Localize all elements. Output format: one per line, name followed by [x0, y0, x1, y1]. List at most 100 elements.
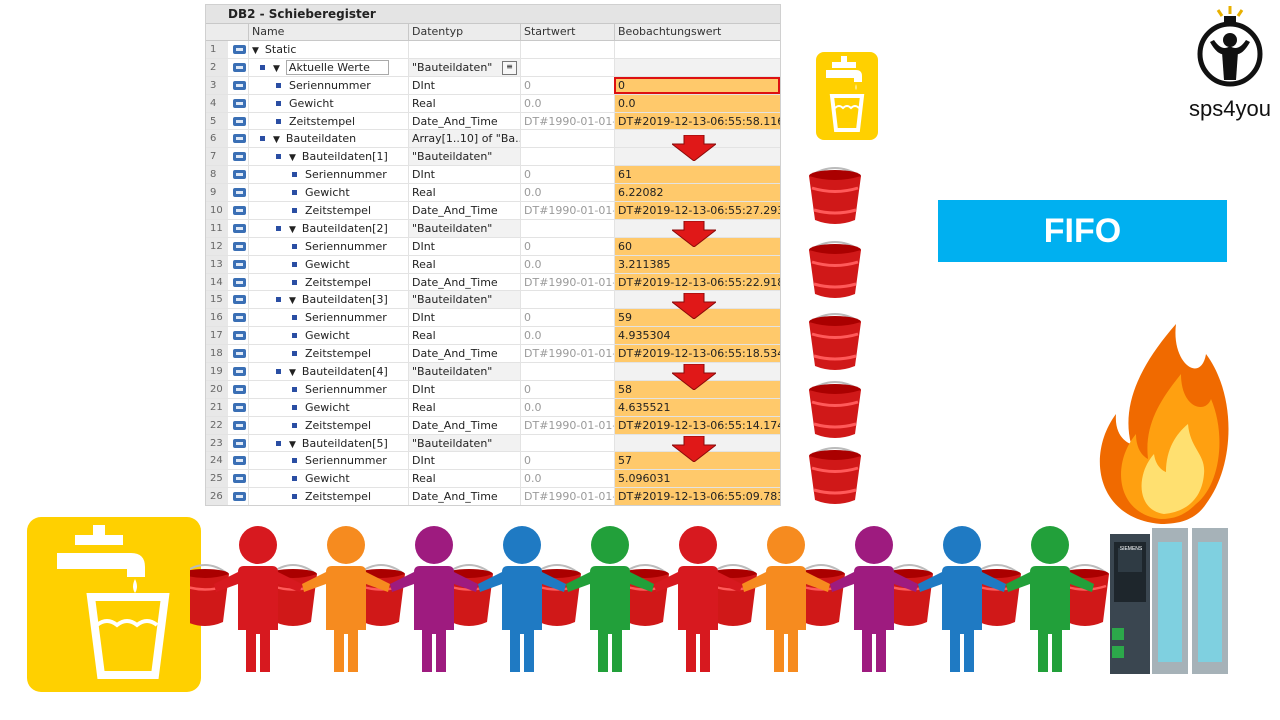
row-datatype-cell[interactable]: Array[1..10] of "Ba... [408, 130, 520, 148]
row-datatype-cell[interactable]: "Bauteildaten" [408, 58, 520, 76]
row-name-cell[interactable]: Gewicht [248, 398, 408, 416]
table-row[interactable]: 23 ▼ Bauteildaten[5] "Bauteildaten" [206, 434, 780, 453]
row-startvalue-cell[interactable]: 0.0 [520, 470, 614, 488]
table-row[interactable]: 20 Seriennummer DInt 0 58 [206, 380, 780, 399]
row-datatype-cell[interactable]: DInt [408, 237, 520, 255]
row-name-cell[interactable]: Seriennummer [248, 76, 408, 94]
table-row[interactable]: 11 ▼ Bauteildaten[2] "Bauteildaten" [206, 219, 780, 238]
column-header-datatype[interactable]: Datentyp [408, 24, 520, 40]
row-name-cell[interactable]: Seriennummer [248, 380, 408, 398]
row-datatype-cell[interactable]: Real [408, 94, 520, 112]
row-startvalue-cell[interactable] [520, 291, 614, 309]
row-name-cell[interactable]: ▼ Bauteildaten[1] [248, 148, 408, 166]
table-row[interactable]: 12 Seriennummer DInt 0 60 [206, 237, 780, 256]
row-datatype-cell[interactable]: Date_And_Time [408, 112, 520, 130]
row-datatype-cell[interactable]: Date_And_Time [408, 488, 520, 505]
row-startvalue-cell[interactable] [520, 363, 614, 380]
table-row[interactable]: 4 Gewicht Real 0.0 0.0 [206, 94, 780, 113]
expand-arrow-icon[interactable]: ▼ [289, 296, 296, 307]
row-startvalue-cell[interactable]: 0 [520, 166, 614, 184]
table-row[interactable]: 2 ▼ Aktuelle Werte "Bauteildaten" ≡ [206, 58, 780, 77]
row-datatype-cell[interactable]: Date_And_Time [408, 202, 520, 219]
row-datatype-cell[interactable]: Real [408, 398, 520, 416]
table-row[interactable]: 1 ▼ Static [206, 41, 780, 59]
row-startvalue-cell[interactable]: 0.0 [520, 327, 614, 345]
row-name-cell[interactable]: Gewicht [248, 255, 408, 273]
table-row[interactable]: 25 Gewicht Real 0.0 5.096031 [206, 470, 780, 489]
table-row[interactable]: 18 Zeitstempel Date_And_Time DT#1990-01-01-… [206, 345, 780, 364]
table-row[interactable]: 9 Gewicht Real 0.0 6.22082 [206, 184, 780, 203]
table-row[interactable]: 16 Seriennummer DInt 0 59 [206, 309, 780, 328]
table-row[interactable]: 3 Seriennummer DInt 0 0 [206, 76, 780, 95]
row-name-cell[interactable]: ▼ Bauteildaten[4] [248, 363, 408, 380]
row-startvalue-cell[interactable]: 0.0 [520, 94, 614, 112]
row-name-cell[interactable]: Gewicht [248, 470, 408, 488]
expand-arrow-icon[interactable]: ▼ [289, 153, 296, 164]
row-name-cell[interactable]: ▼ Bauteildaten[2] [248, 219, 408, 237]
row-startvalue-cell[interactable] [520, 58, 614, 76]
row-startvalue-cell[interactable]: DT#1990-01-01-0 [520, 416, 614, 434]
expand-arrow-icon[interactable]: ▼ [289, 368, 296, 379]
row-startvalue-cell[interactable]: DT#1990-01-01-0 [520, 112, 614, 130]
expand-arrow-icon[interactable]: ▼ [252, 46, 259, 56]
row-startvalue-cell[interactable]: 0 [520, 452, 614, 470]
table-row[interactable]: 17 Gewicht Real 0.0 4.935304 [206, 327, 780, 346]
row-datatype-cell[interactable]: DInt [408, 380, 520, 398]
table-row[interactable]: 13 Gewicht Real 0.0 3.211385 [206, 255, 780, 274]
row-datatype-cell[interactable]: Real [408, 327, 520, 345]
row-startvalue-cell[interactable]: 0 [520, 309, 614, 327]
table-row[interactable]: 14 Zeitstempel Date_And_Time DT#1990-01-01-… [206, 273, 780, 292]
row-startvalue-cell[interactable] [520, 434, 614, 452]
table-row[interactable]: 15 ▼ Bauteildaten[3] "Bauteildaten" [206, 291, 780, 310]
row-name-cell[interactable]: Zeitstempel [248, 202, 408, 219]
datatype-browse-button[interactable]: ≡ [502, 60, 517, 75]
row-datatype-cell[interactable]: Date_And_Time [408, 273, 520, 291]
row-name-cell[interactable]: Seriennummer [248, 309, 408, 327]
row-startvalue-cell[interactable] [520, 130, 614, 148]
table-row[interactable]: 5 Zeitstempel Date_And_Time DT#1990-01-01-0… [206, 112, 780, 131]
row-datatype-cell[interactable]: DInt [408, 309, 520, 327]
row-datatype-cell[interactable]: DInt [408, 166, 520, 184]
table-row[interactable]: 24 Seriennummer DInt 0 57 [206, 452, 780, 471]
table-row[interactable]: 21 Gewicht Real 0.0 4.635521 [206, 398, 780, 417]
row-name-cell[interactable]: ▼ Bauteildaten [248, 130, 408, 148]
table-row[interactable]: 22 Zeitstempel Date_And_Time DT#1990-01-01-… [206, 416, 780, 435]
row-name-cell[interactable]: Zeitstempel [248, 345, 408, 363]
row-startvalue-cell[interactable]: DT#1990-01-01-0 [520, 273, 614, 291]
row-startvalue-cell[interactable]: 0.0 [520, 255, 614, 273]
expand-arrow-icon[interactable]: ▼ [273, 63, 280, 74]
row-startvalue-cell[interactable]: DT#1990-01-01-0 [520, 488, 614, 505]
row-datatype-cell[interactable]: "Bauteildaten" [408, 291, 520, 309]
row-name-cell[interactable]: Gewicht [248, 94, 408, 112]
row-startvalue-cell[interactable]: 0 [520, 76, 614, 94]
row-datatype-cell[interactable]: "Bauteildaten" [408, 363, 520, 380]
row-name-cell[interactable]: Gewicht [248, 184, 408, 202]
table-row[interactable]: 10 Zeitstempel Date_And_Time DT#1990-01-01-… [206, 202, 780, 220]
row-datatype-cell[interactable]: Real [408, 184, 520, 202]
row-datatype-cell[interactable]: Date_And_Time [408, 416, 520, 434]
table-row[interactable]: 26 Zeitstempel Date_And_Time DT#1990-01-01-… [206, 488, 780, 505]
row-name-cell[interactable]: ▼ Aktuelle Werte [248, 58, 408, 76]
row-name-cell[interactable]: ▼ Bauteildaten[3] [248, 291, 408, 309]
row-name-cell[interactable]: Seriennummer [248, 166, 408, 184]
column-header-observation[interactable]: Beobachtungswert [614, 24, 780, 40]
row-startvalue-cell[interactable]: 0 [520, 237, 614, 255]
row-startvalue-cell[interactable] [520, 41, 614, 58]
row-name-cell[interactable]: Seriennummer [248, 452, 408, 470]
row-datatype-cell[interactable]: "Bauteildaten" [408, 219, 520, 237]
row-startvalue-cell[interactable]: 0 [520, 380, 614, 398]
row-name-cell[interactable]: Zeitstempel [248, 273, 408, 291]
row-startvalue-cell[interactable]: 0.0 [520, 398, 614, 416]
row-datatype-cell[interactable] [408, 41, 520, 58]
expand-arrow-icon[interactable]: ▼ [273, 135, 280, 146]
row-datatype-cell[interactable]: "Bauteildaten" [408, 148, 520, 166]
row-startvalue-cell[interactable] [520, 219, 614, 237]
row-name-cell[interactable]: Zeitstempel [248, 416, 408, 434]
row-startvalue-cell[interactable]: 0.0 [520, 184, 614, 202]
table-row[interactable]: 8 Seriennummer DInt 0 61 [206, 166, 780, 185]
expand-arrow-icon[interactable]: ▼ [289, 439, 296, 450]
row-datatype-cell[interactable]: "Bauteildaten" [408, 434, 520, 452]
row-startvalue-cell[interactable] [520, 148, 614, 166]
row-name-cell[interactable]: Zeitstempel [248, 112, 408, 130]
row-datatype-cell[interactable]: DInt [408, 452, 520, 470]
